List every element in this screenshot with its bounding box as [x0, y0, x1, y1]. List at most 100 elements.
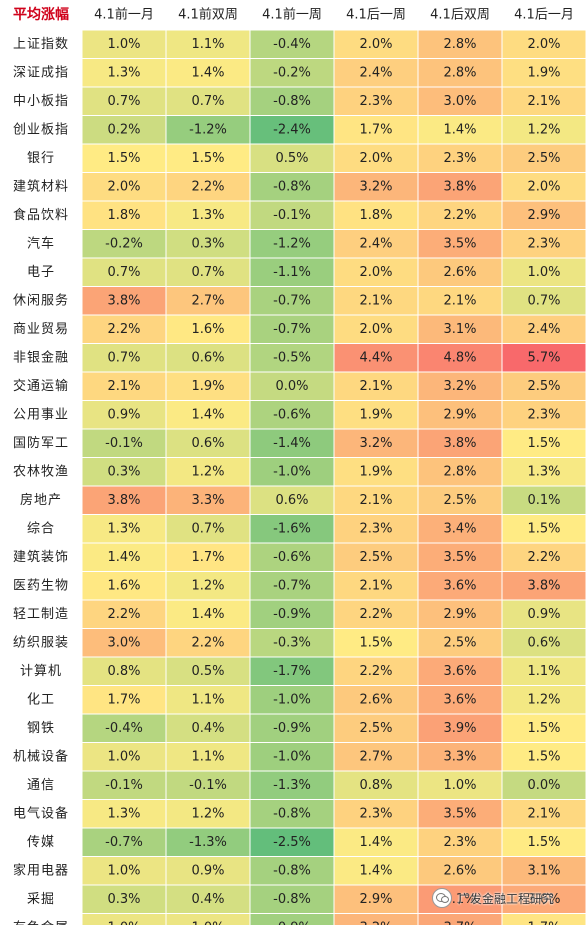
heatmap-cell: [81, 599, 167, 629]
heatmap-cell: [501, 457, 587, 487]
cell-value-label: 2.2%: [527, 550, 560, 565]
cell-value-label: 1.3%: [107, 65, 140, 80]
cell-value-label: 1.5%: [527, 521, 560, 536]
cell-value-label: 3.8%: [527, 578, 560, 593]
cell-value-label: 1.2%: [527, 692, 560, 707]
cell-value-label: 0.7%: [107, 94, 140, 109]
cell-value-label: -0.6%: [273, 550, 311, 565]
cell-value-label: 1.9%: [191, 379, 224, 394]
heatmap-cell: [501, 86, 587, 116]
heatmap-cell: [249, 115, 335, 145]
heatmap-cell: [165, 86, 251, 116]
cell-value-label: 2.6%: [443, 863, 476, 878]
cell-value-label: 1.8%: [107, 208, 140, 223]
cell-value-label: -0.8%: [273, 179, 311, 194]
cell-value-label: 2.2%: [191, 635, 224, 650]
cell-value-label: 2.1%: [359, 293, 392, 308]
heatmap-cell: [333, 400, 419, 430]
cell-value-label: 2.4%: [359, 65, 392, 80]
row-label: 采掘: [27, 892, 55, 907]
wechat-icon: [432, 888, 452, 908]
cell-value-label: 0.4%: [191, 892, 224, 907]
heatmap-cell: [81, 628, 167, 658]
cell-value-label: -0.5%: [273, 350, 311, 365]
heatmap-cell: [249, 257, 335, 287]
heatmap-cell: [165, 599, 251, 629]
heatmap-cell: [333, 143, 419, 173]
cell-value-label: 3.0%: [107, 635, 140, 650]
row-label: 机械设备: [13, 748, 69, 764]
column-header: 4.1前双周: [178, 7, 238, 23]
heatmap-cell: [417, 457, 503, 487]
cell-value-label: 0.2%: [107, 122, 140, 137]
cell-value-label: 1.6%: [191, 322, 224, 337]
cell-value-label: -0.6%: [273, 407, 311, 422]
heatmap-cell: [81, 286, 167, 316]
cell-value-label: 1.4%: [191, 607, 224, 622]
cell-value-label: -0.8%: [273, 94, 311, 109]
heatmap-cell: [165, 542, 251, 572]
corner-label: 平均涨幅: [13, 6, 69, 23]
row-label: 建筑装饰: [13, 549, 69, 565]
cell-value-label: -0.9%: [273, 607, 311, 622]
cell-value-label: 2.1%: [359, 578, 392, 593]
cell-value-label: -0.1%: [105, 778, 143, 793]
cell-value-label: 1.1%: [191, 749, 224, 764]
heatmap-cell: [501, 58, 587, 88]
column-header: 4.1后一周: [346, 8, 406, 23]
cell-value-label: 4.8%: [443, 350, 476, 365]
heatmap-cell: [501, 628, 587, 658]
row-label: 公用事业: [13, 407, 69, 422]
row-label: 非银金融: [13, 349, 69, 365]
row-label: 汽车: [27, 235, 55, 251]
cell-value-label: -0.2%: [105, 236, 143, 251]
cell-value-label: 2.2%: [359, 664, 392, 679]
row-label: 化工: [27, 692, 55, 707]
cell-value-label: 0.3%: [191, 236, 224, 251]
cell-value-label: 1.5%: [359, 635, 392, 650]
cell-value-label: 2.2%: [191, 179, 224, 194]
cell-value-label: 1.5%: [527, 436, 560, 451]
heatmap-cell: [501, 229, 587, 259]
cell-value-label: 1.0%: [107, 749, 140, 764]
heatmap-cell: [417, 514, 503, 544]
cell-value-label: 2.3%: [359, 806, 392, 821]
cell-value-label: 2.9%: [443, 407, 476, 422]
heatmap-cell: [501, 428, 587, 458]
cell-value-label: 1.4%: [191, 65, 224, 80]
heatmap-cell: [501, 514, 587, 544]
cell-value-label: 2.5%: [527, 151, 560, 166]
cell-value-label: -1.1%: [273, 265, 311, 280]
cell-value-label: 3.0%: [443, 94, 476, 109]
cell-value-label: 0.3%: [107, 892, 140, 907]
cell-value-label: 5.7%: [527, 350, 560, 365]
cell-value-label: 0.7%: [191, 94, 224, 109]
watermark: 广发金融工程研究: [432, 888, 554, 908]
heatmap-cell: [81, 200, 167, 230]
heatmap-cell: [81, 115, 167, 145]
cell-value-label: 2.8%: [443, 464, 476, 479]
cell-value-label: -1.0%: [273, 464, 311, 479]
cell-value-label: 2.5%: [443, 635, 476, 650]
heatmap-cell: [417, 428, 503, 458]
heatmap-cell: [81, 314, 167, 344]
cell-value-label: 1.4%: [443, 122, 476, 137]
heatmap-cell: [249, 229, 335, 259]
cell-value-label: 1.3%: [191, 208, 224, 223]
cell-value-label: 3.2%: [443, 379, 476, 394]
cell-value-label: 0.6%: [191, 350, 224, 365]
cell-value-label: 0.4%: [191, 721, 224, 736]
cell-value-label: 1.5%: [107, 151, 140, 166]
cell-value-label: -0.4%: [273, 37, 311, 52]
cell-value-label: 1.0%: [191, 920, 224, 925]
heatmap-cell: [81, 913, 167, 925]
heatmap-cell: [81, 685, 167, 715]
heatmap-cell: [333, 542, 419, 572]
heatmap-cell: [333, 58, 419, 88]
cell-value-label: 3.8%: [443, 436, 476, 451]
cell-value-label: 0.7%: [191, 521, 224, 536]
heatmap-cell: [249, 485, 335, 515]
heatmap-cell: [333, 115, 419, 145]
heatmap-cell: [165, 742, 251, 772]
cell-value-label: -0.9%: [273, 721, 311, 736]
